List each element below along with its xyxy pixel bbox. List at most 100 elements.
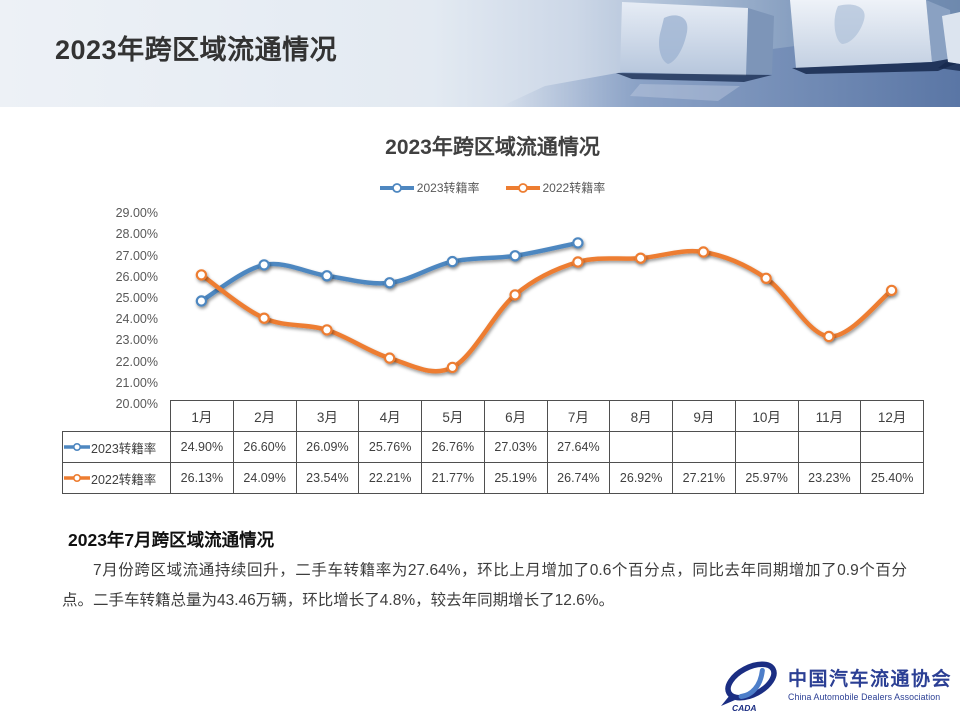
table-cell [734,431,799,463]
series-marker-icon [64,442,90,452]
legend-marker-icon [379,182,414,193]
y-tick-label: 21.00% [115,375,158,390]
data-point [509,250,521,262]
month-header-cell: 4月 [358,400,422,432]
table-cell: 26.60% [232,431,297,463]
y-tick-label: 24.00% [115,312,158,327]
cada-abbr-text: CADA [732,703,757,713]
month-header-cell: 3月 [295,400,360,432]
data-point [446,255,459,268]
month-header-cell: 5月 [421,400,485,432]
legend-marker-icon [505,182,540,193]
month-header-cell: 8月 [609,400,673,432]
table-corner-cell [63,401,171,432]
table-cell [797,431,862,463]
series-markers [195,246,898,374]
y-tick-label: 29.00% [115,206,158,220]
row-label-cell: 2022转籍率 [62,462,171,494]
table-cell [609,431,673,463]
table-cell: 23.54% [295,462,360,494]
y-tick-label: 25.00% [115,290,158,305]
table-row: 2023转籍率 24.90% 26.60% 26.09% 25.76% 26.76% 27.… [62,431,924,463]
data-point [760,272,772,285]
table-cell: 25.97% [734,462,799,494]
y-tick-label: 26.00% [115,269,158,284]
row-label-cell: 2023转籍率 [62,431,171,463]
legend-item: 2023转籍率 [379,179,480,196]
data-point [446,361,459,374]
footer-logo: CADA 中国汽车流通协会 China Automobile Dealers A… [718,657,952,713]
header-decoration-cubes [0,0,960,107]
table-cell: 26.92% [609,462,673,494]
data-point [321,324,333,336]
month-header-cell: 12月 [860,400,924,432]
table-row: 2022转籍率 26.13% 24.09% 23.54% 22.21% 21.77% 25.… [62,462,924,494]
month-header-cell: 7月 [546,400,611,432]
data-point [823,330,835,343]
series-markers [195,237,584,307]
row-label: 2023转籍率 [91,441,157,456]
table-cell: 27.21% [672,462,736,494]
row-label: 2022转籍率 [91,472,157,487]
table-cell: 26.76% [421,431,485,463]
chart-legend: 2023转籍率 2022转籍率 [62,179,923,196]
legend-label: 2023转籍率 [416,181,480,195]
table-cell: 22.21% [358,462,422,494]
logo-name-cn: 中国汽车流通协会 [788,669,953,690]
table-cell: 23.23% [797,462,862,494]
table-cell: 21.77% [421,462,485,494]
y-tick-label: 20.00% [115,397,158,411]
table-cell: 25.76% [358,431,422,463]
month-header-cell: 6月 [483,400,548,432]
month-header-cell: 11月 [797,400,862,432]
y-tick-label: 28.00% [115,227,158,242]
table-cell: 26.09% [295,431,360,463]
table-cell: 24.09% [232,462,297,494]
data-point [195,295,208,307]
month-header-cell: 1月 [170,400,234,432]
summary-body: 7月份跨区域流通持续回升，二手车转籍率为27.64%，环比上月增加了0.6个百分… [62,562,907,609]
month-header-cell: 9月 [672,400,736,432]
data-point [383,277,396,289]
legend-item: 2022转籍率 [505,179,606,196]
data-point [697,246,710,258]
header-banner: 2023年跨区域流通情况 [0,0,960,107]
table-cell: 26.13% [170,462,234,494]
chart-title: 2023年跨区域流通情况 [385,136,600,159]
y-axis: 29.00% 28.00% 27.00% 26.00% 25.00% 24.00% 23.0… [0,0,160,430]
data-point [258,312,270,324]
table-cell [672,431,736,463]
table-cell: 25.19% [483,462,548,494]
series-line [199,248,894,374]
table-cell: 24.90% [170,431,234,463]
table-cell: 27.03% [483,431,548,463]
data-point [572,256,584,268]
month-header-cell: 2月 [232,400,297,432]
y-tick-label: 23.00% [115,333,158,348]
data-point [383,352,396,364]
cada-logo-icon: CADA [721,661,777,713]
data-point [634,252,647,264]
data-point [321,270,333,282]
legend-label: 2022转籍率 [542,181,606,195]
logo-name-en: China Automobile Dealers Association [788,692,941,702]
table-header-row: 1月 2月 3月 4月 5月 6月 7月 8月 9月 10月 11月 12月 [63,400,924,432]
month-header-cell: 10月 [734,400,799,432]
table-cell: 27.64% [546,431,611,463]
table-cell: 25.40% [860,462,924,494]
summary-title: 2023年7月跨区域流通情况 [68,530,275,550]
logo-text: 中国汽车流通协会 China Automobile Dealers Associ… [788,667,952,703]
data-point [885,284,898,297]
chart-data-table: 1月 2月 3月 4月 5月 6月 7月 8月 9月 10月 11月 12月 2023转籍率 24.90%… [62,400,924,494]
y-tick-label: 22.00% [115,354,158,369]
page-title: 2023年跨区域流通情况 [55,35,338,65]
series-line [199,240,581,304]
y-tick-label: 27.00% [115,248,158,263]
series-marker-icon [64,473,90,483]
data-point [509,289,521,301]
table-cell [860,431,924,463]
data-point [258,259,270,271]
data-point [195,269,208,281]
table-cell: 26.74% [546,462,611,494]
